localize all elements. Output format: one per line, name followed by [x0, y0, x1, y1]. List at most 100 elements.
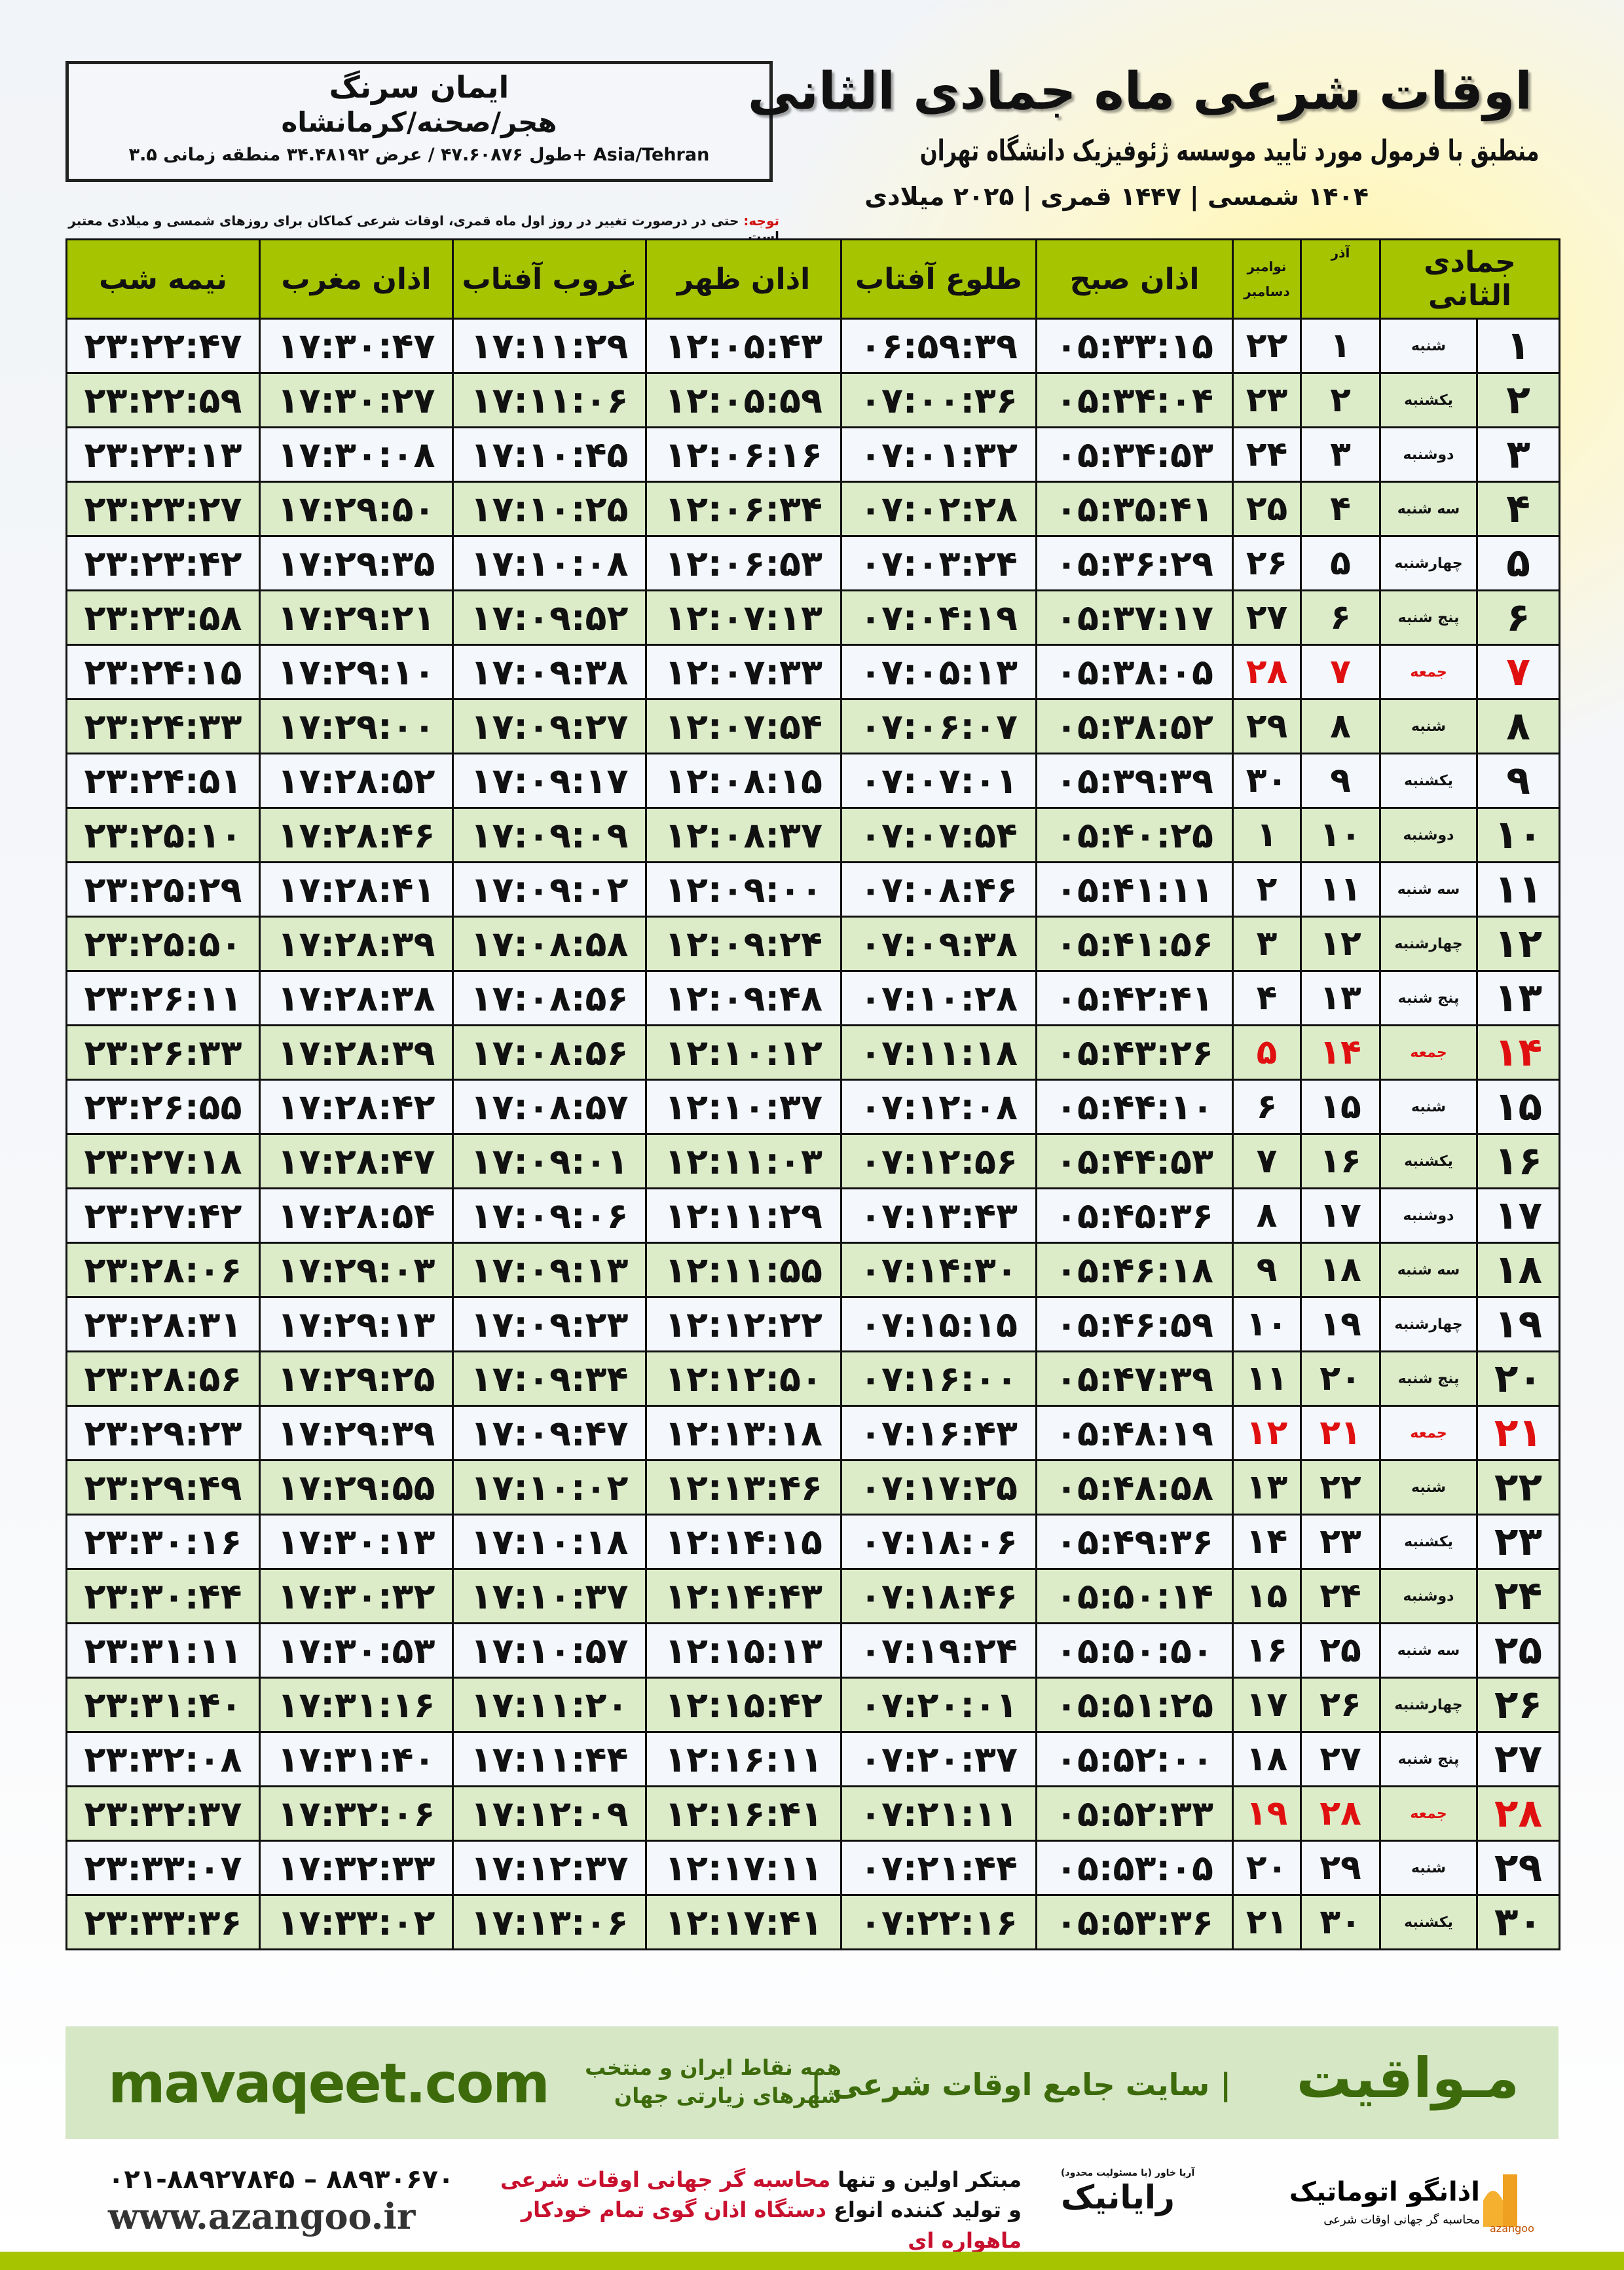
rayanik-name: رایانیک — [1061, 2178, 1175, 2216]
azar-day: ۱۰ — [1300, 807, 1381, 863]
tolu-time: ۰۷:۱۴:۳۰ — [840, 1242, 1037, 1298]
gregorian-day: ۲۶ — [1232, 535, 1302, 591]
hijri-day: ۴ — [1476, 481, 1561, 537]
hijri-day: ۲۸ — [1476, 1785, 1561, 1842]
tolu-time: ۰۷:۱۱:۱۸ — [840, 1024, 1037, 1081]
location-name: هجر/صحنه/کرمانشاه — [281, 106, 557, 138]
azar-day: ۲۴ — [1300, 1568, 1381, 1624]
minaret-icon: اذانگو اتوماتیک محاسبه گر جهانی اوقات شر… — [1289, 2174, 1534, 2235]
zohr-time: ۱۲:۰۶:۳۴ — [645, 481, 842, 537]
zohr-time: ۱۲:۱۵:۴۲ — [645, 1677, 842, 1733]
gregorian-day: ۲۸ — [1232, 644, 1302, 700]
maghrib-time: ۱۷:۳۰:۵۳ — [259, 1622, 454, 1679]
gregorian-day: ۱۰ — [1232, 1296, 1302, 1352]
weekday: سه شنبه — [1378, 861, 1479, 918]
tolu-time: ۰۷:۰۴:۱۹ — [840, 589, 1037, 646]
tolu-time: ۰۷:۱۳:۴۳ — [840, 1187, 1037, 1244]
zohr-time: ۱۲:۱۲:۲۲ — [645, 1296, 842, 1352]
hijri-day: ۲۴ — [1476, 1568, 1561, 1624]
ghorub-time: ۱۷:۱۳:۰۶ — [452, 1894, 647, 1950]
table-row: ۲۵ سه شنبه ۲۵ ۱۶ ۰۵:۵۰:۵۰ ۰۷:۱۹:۲۴ ۱۲:۱۵:۱۳ ۱۷:… — [65, 1622, 1561, 1679]
hijri-day: ۳۰ — [1476, 1894, 1561, 1950]
azangoo-link[interactable]: www.azangoo.ir — [108, 2195, 416, 2237]
weekday: یکشنبه — [1378, 753, 1479, 809]
gregorian-day: ۲۱ — [1232, 1894, 1302, 1950]
hijri-day: ۲۵ — [1476, 1622, 1561, 1679]
gregorian-day: ۱۹ — [1232, 1785, 1302, 1842]
hijri-day: ۲۳ — [1476, 1514, 1561, 1570]
zohr-time: ۱۲:۱۴:۱۵ — [645, 1514, 842, 1570]
azar-day: ۸ — [1300, 698, 1381, 754]
maghrib-time: ۱۷:۲۹:۵۰ — [259, 481, 454, 537]
hijri-day: ۲۰ — [1476, 1350, 1561, 1407]
table-row: ۳ دوشنبه ۳ ۲۴ ۰۵:۳۴:۵۳ ۰۷:۰۱:۳۲ ۱۲:۰۶:۱۶ ۱۷:۱۰:… — [65, 426, 1561, 483]
coordinates: طول ۴۷.۶۰۸۷۶ / عرض ۳۴.۴۸۱۹۲ منطقه زمانی … — [128, 145, 710, 165]
tolu-time: ۰۷:۰۵:۱۳ — [840, 644, 1037, 700]
col-gregorian: نوامبر دسامبر — [1232, 238, 1302, 320]
weekday: پنج شنبه — [1378, 1350, 1479, 1407]
weekday: یکشنبه — [1378, 1894, 1479, 1950]
nime-time: ۲۳:۲۷:۴۲ — [65, 1187, 261, 1244]
nime-time: ۲۳:۲۹:۲۳ — [65, 1405, 261, 1461]
table-row: ۱۸ سه شنبه ۱۸ ۹ ۰۵:۴۶:۱۸ ۰۷:۱۴:۳۰ ۱۲:۱۱:۵۵ ۱۷:۰… — [65, 1242, 1561, 1298]
zohr-time: ۱۲:۰۹:۰۰ — [645, 861, 842, 918]
maghrib-time: ۱۷:۲۸:۴۶ — [259, 807, 454, 863]
table-row: ۲۴ دوشنبه ۲۴ ۱۵ ۰۵:۵۰:۱۴ ۰۷:۱۸:۴۶ ۱۲:۱۴:۴۳ ۱۷:۱… — [65, 1568, 1561, 1624]
hijri-day: ۱۳ — [1476, 970, 1561, 1026]
zohr-time: ۱۲:۱۴:۴۳ — [645, 1568, 842, 1624]
ghorub-time: ۱۷:۱۰:۰۲ — [452, 1459, 647, 1516]
col-hijri: جمادی الثانی — [1378, 238, 1561, 320]
azar-day: ۷ — [1300, 644, 1381, 700]
azar-day: ۱۷ — [1300, 1187, 1381, 1244]
ghorub-time: ۱۷:۰۹:۰۶ — [452, 1187, 647, 1244]
hijri-day: ۲ — [1476, 372, 1561, 428]
azar-day: ۱۹ — [1300, 1296, 1381, 1352]
sobh-time: ۰۵:۴۰:۲۵ — [1035, 807, 1234, 863]
nime-time: ۲۳:۲۸:۵۶ — [65, 1350, 261, 1407]
sobh-time: ۰۵:۴۸:۱۹ — [1035, 1405, 1234, 1461]
maghrib-time: ۱۷:۲۸:۳۹ — [259, 1024, 454, 1081]
tolu-time: ۰۷:۱۹:۲۴ — [840, 1622, 1037, 1679]
zohr-time: ۱۲:۱۰:۱۲ — [645, 1024, 842, 1081]
hijri-day: ۲۷ — [1476, 1731, 1561, 1787]
maghrib-time: ۱۷:۳۳:۰۲ — [259, 1894, 454, 1950]
note: توجه: حتی در درصورت تغییر در روز اول ماه… — [65, 213, 779, 244]
sobh-time: ۰۵:۵۳:۳۶ — [1035, 1894, 1234, 1950]
mavaqeet-link[interactable]: mavaqeet.com — [108, 2051, 550, 2115]
tolu-time: ۰۷:۲۰:۰۱ — [840, 1677, 1037, 1733]
table-row: ۲۹ شنبه ۲۹ ۲۰ ۰۵:۵۳:۰۵ ۰۷:۲۱:۴۴ ۱۲:۱۷:۱۱ ۱۷:۱۲:… — [65, 1840, 1561, 1896]
weekday: سه شنبه — [1378, 1242, 1479, 1298]
sobh-time: ۰۵:۴۸:۵۸ — [1035, 1459, 1234, 1516]
ghorub-time: ۱۷:۱۰:۲۵ — [452, 481, 647, 537]
ghorub-time: ۱۷:۰۹:۰۱ — [452, 1133, 647, 1189]
hijri-day: ۱۴ — [1476, 1024, 1561, 1081]
tolu-time: ۰۷:۰۶:۰۷ — [840, 698, 1037, 754]
sobh-time: ۰۵:۵۰:۱۴ — [1035, 1568, 1234, 1624]
maghrib-time: ۱۷:۳۲:۳۳ — [259, 1840, 454, 1896]
ghorub-time: ۱۷:۰۸:۵۸ — [452, 916, 647, 972]
ghorub-time: ۱۷:۰۹:۰۲ — [452, 861, 647, 918]
azar-day: ۱ — [1300, 318, 1381, 374]
nime-time: ۲۳:۲۶:۵۵ — [65, 1079, 261, 1135]
table-row: ۲ یکشنبه ۲ ۲۳ ۰۵:۳۴:۰۴ ۰۷:۰۰:۳۶ ۱۲:۰۵:۵۹ ۱۷:۱۱:… — [65, 372, 1561, 428]
hijri-day: ۲۹ — [1476, 1840, 1561, 1896]
col-tolu: طلوع آفتاب — [840, 238, 1037, 320]
weekday: سه شنبه — [1378, 1622, 1479, 1679]
tolu-time: ۰۷:۲۰:۳۷ — [840, 1731, 1037, 1787]
azangoo-logo: اذانگو اتوماتیک محاسبه گر جهانی اوقات شر… — [1289, 2161, 1539, 2235]
table-row: ۱۷ دوشنبه ۱۷ ۸ ۰۵:۴۵:۳۶ ۰۷:۱۳:۴۳ ۱۲:۱۱:۲۹ ۱۷:۰۹… — [65, 1187, 1561, 1244]
page-title: اوقات شرعی ماه جمادی الثانی — [747, 62, 1532, 121]
maghrib-time: ۱۷:۲۹:۱۰ — [259, 644, 454, 700]
zohr-time: ۱۲:۱۳:۴۶ — [645, 1459, 842, 1516]
weekday: شنبه — [1378, 698, 1479, 754]
weekday: چهارشنبه — [1378, 1677, 1479, 1733]
location-box: ایمان سرنگ هجر/صحنه/کرمانشاه طول ۴۷.۶۰۸۷… — [65, 61, 773, 182]
gregorian-day: ۱۸ — [1232, 1731, 1302, 1787]
nime-time: ۲۳:۲۵:۲۹ — [65, 861, 261, 918]
hijri-day: ۱۱ — [1476, 861, 1561, 918]
azar-day: ۳ — [1300, 426, 1381, 483]
page-subtitle: منطبق با فرمول مورد تایید موسسه ژئوفیزیک… — [919, 134, 1539, 168]
maghrib-time: ۱۷:۲۹:۰۰ — [259, 698, 454, 754]
ghorub-time: ۱۷:۱۰:۴۵ — [452, 426, 647, 483]
tolu-time: ۰۷:۱۷:۲۵ — [840, 1459, 1037, 1516]
